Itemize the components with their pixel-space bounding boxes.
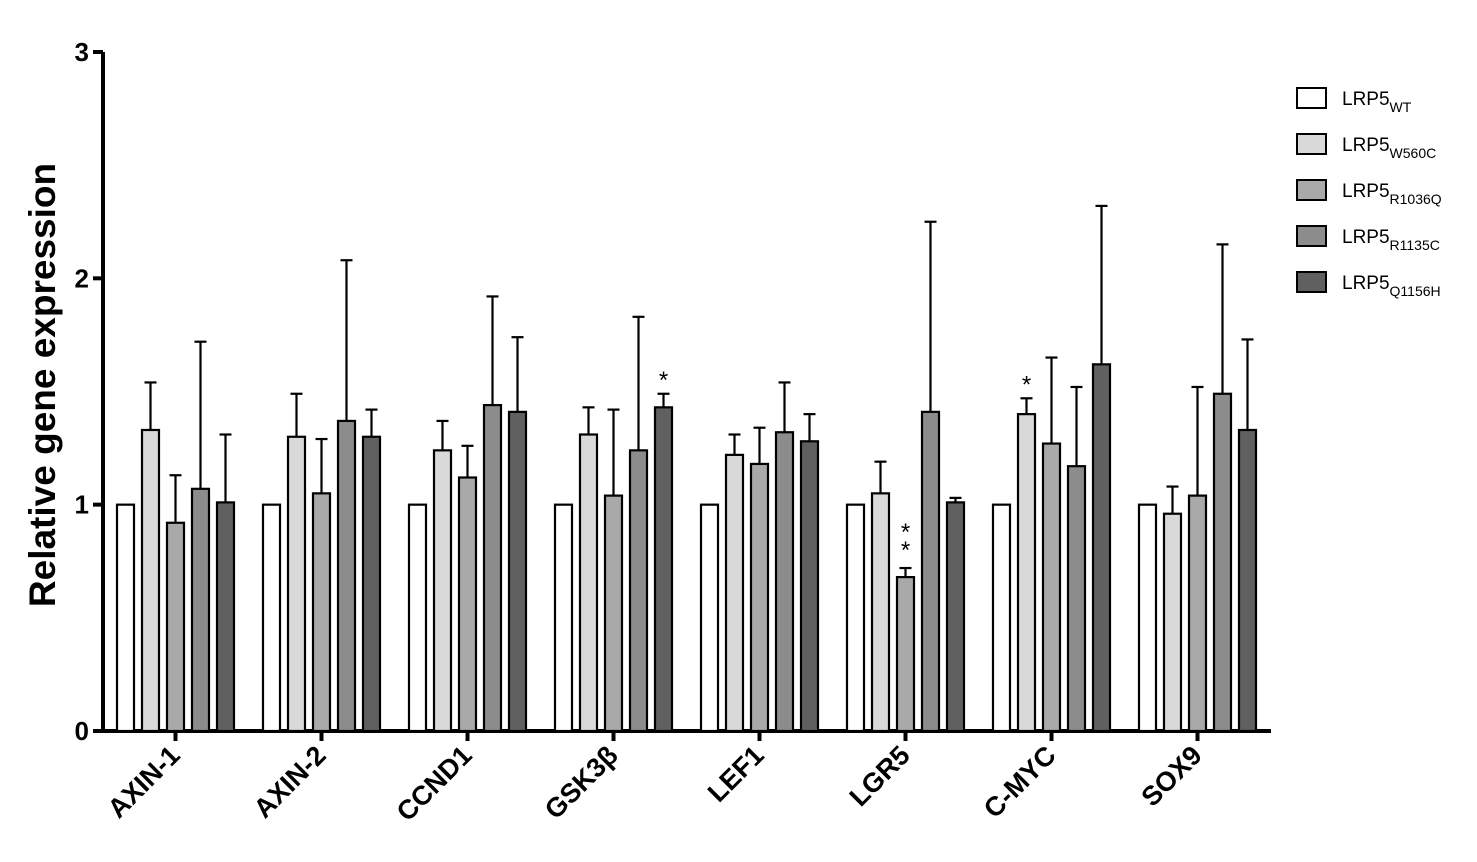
x-tick-label: GSK3β: [539, 740, 624, 825]
bar-ccnd1-r1036q: [457, 476, 478, 733]
y-tick-label: 1: [75, 490, 89, 520]
bar-axin1-wt: [115, 503, 136, 733]
x-tick-label: C-MYC: [978, 740, 1062, 824]
y-tick-label: 2: [75, 263, 89, 293]
legend-swatch: [1296, 133, 1327, 155]
bar-gsk3-r1135c: [628, 449, 649, 733]
bar-lgr5-w560c: [870, 492, 891, 733]
legend-entry: LRP5Q1156H: [1342, 273, 1441, 299]
legend-entry: LRP5R1135C: [1342, 227, 1440, 253]
bar-axin1-r1135c: [190, 487, 211, 733]
bar-lef1-w560c: [724, 453, 745, 733]
bar-gsk3-w560c: [578, 433, 599, 733]
bar-cmyc-r1135c: [1066, 465, 1087, 733]
bar-ccnd1-wt: [407, 503, 428, 733]
x-tick-label: LGR5: [844, 740, 916, 812]
legend-swatch: [1296, 271, 1327, 293]
legend-entry: LRP5R1036Q: [1342, 181, 1442, 207]
bars: ** **: [115, 204, 1258, 733]
bar-axin1-w560c: [140, 428, 161, 733]
bar-lgr5-r1036q: [895, 575, 916, 733]
x-tick-label: SOX9: [1136, 740, 1208, 812]
significance-marker: *: [659, 367, 668, 394]
bar-gsk3-wt: [553, 503, 574, 733]
y-tick-label: 3: [75, 37, 89, 67]
legend-swatch: [1296, 179, 1327, 201]
x-tick-label: AXIN-1: [102, 740, 186, 824]
x-tick-label: LEF1: [702, 740, 770, 808]
bar-axin2-wt: [261, 503, 282, 733]
category-labels: AXIN-1 AXIN-2 CCND1 GSK3β LEF1 LGR5 C-MYC SOX9: [102, 740, 1208, 827]
bar-axin2-r1036q: [311, 492, 332, 733]
y-axis-label: Relative gene expression: [22, 163, 63, 607]
legend-entry: LRP5WT: [1342, 89, 1412, 115]
bar-ccnd1-q1156h: [507, 410, 528, 733]
bar-sox9-r1135c: [1212, 392, 1233, 733]
bar-cmyc-w560c: [1016, 413, 1037, 733]
legend-swatch: [1296, 87, 1327, 109]
bar-axin2-w560c: [286, 435, 307, 733]
bar-gsk3-q1156h: [653, 406, 674, 733]
legend-entry: LRP5W560C: [1342, 135, 1436, 161]
legend-swatch: [1296, 225, 1327, 247]
bar-gsk3-r1036q: [603, 494, 624, 733]
bar-cmyc-wt: [991, 503, 1012, 733]
bar-axin1-q1156h: [215, 501, 236, 733]
legend: LRP5WT LRP5W560C LRP5R1036Q LRP5R1135C LRP5Q…: [1296, 87, 1442, 299]
bar-cmyc-q1156h: [1091, 363, 1112, 733]
bar-axin2-r1135c: [336, 419, 357, 733]
bar-cmyc-r1036q: [1041, 442, 1062, 733]
bar-sox9-w560c: [1162, 512, 1183, 733]
x-tick-label: CCND1: [391, 740, 478, 827]
bar-axin1-r1036q: [165, 521, 186, 733]
bar-lgr5-wt: [845, 503, 866, 733]
bar-sox9-r1036q: [1187, 494, 1208, 733]
significance-marker: * *: [901, 519, 910, 564]
bar-lef1-r1036q: [749, 462, 770, 733]
x-tick-label: AXIN-2: [248, 740, 332, 824]
significance-marker: *: [1022, 371, 1031, 398]
y-axis-label-group: Relative gene expression: [22, 163, 63, 607]
bar-sox9-q1156h: [1237, 428, 1258, 733]
y-tick-label: 0: [75, 716, 89, 746]
bar-lgr5-q1156h: [945, 501, 966, 733]
bar-sox9-wt: [1137, 503, 1158, 733]
bar-lgr5-r1135c: [920, 410, 941, 733]
bar-lef1-wt: [699, 503, 720, 733]
bar-lef1-r1135c: [774, 431, 795, 733]
bar-axin2-q1156h: [361, 435, 382, 733]
bar-ccnd1-w560c: [432, 449, 453, 733]
bar-lef1-q1156h: [799, 440, 820, 733]
bar-ccnd1-r1135c: [482, 403, 503, 733]
